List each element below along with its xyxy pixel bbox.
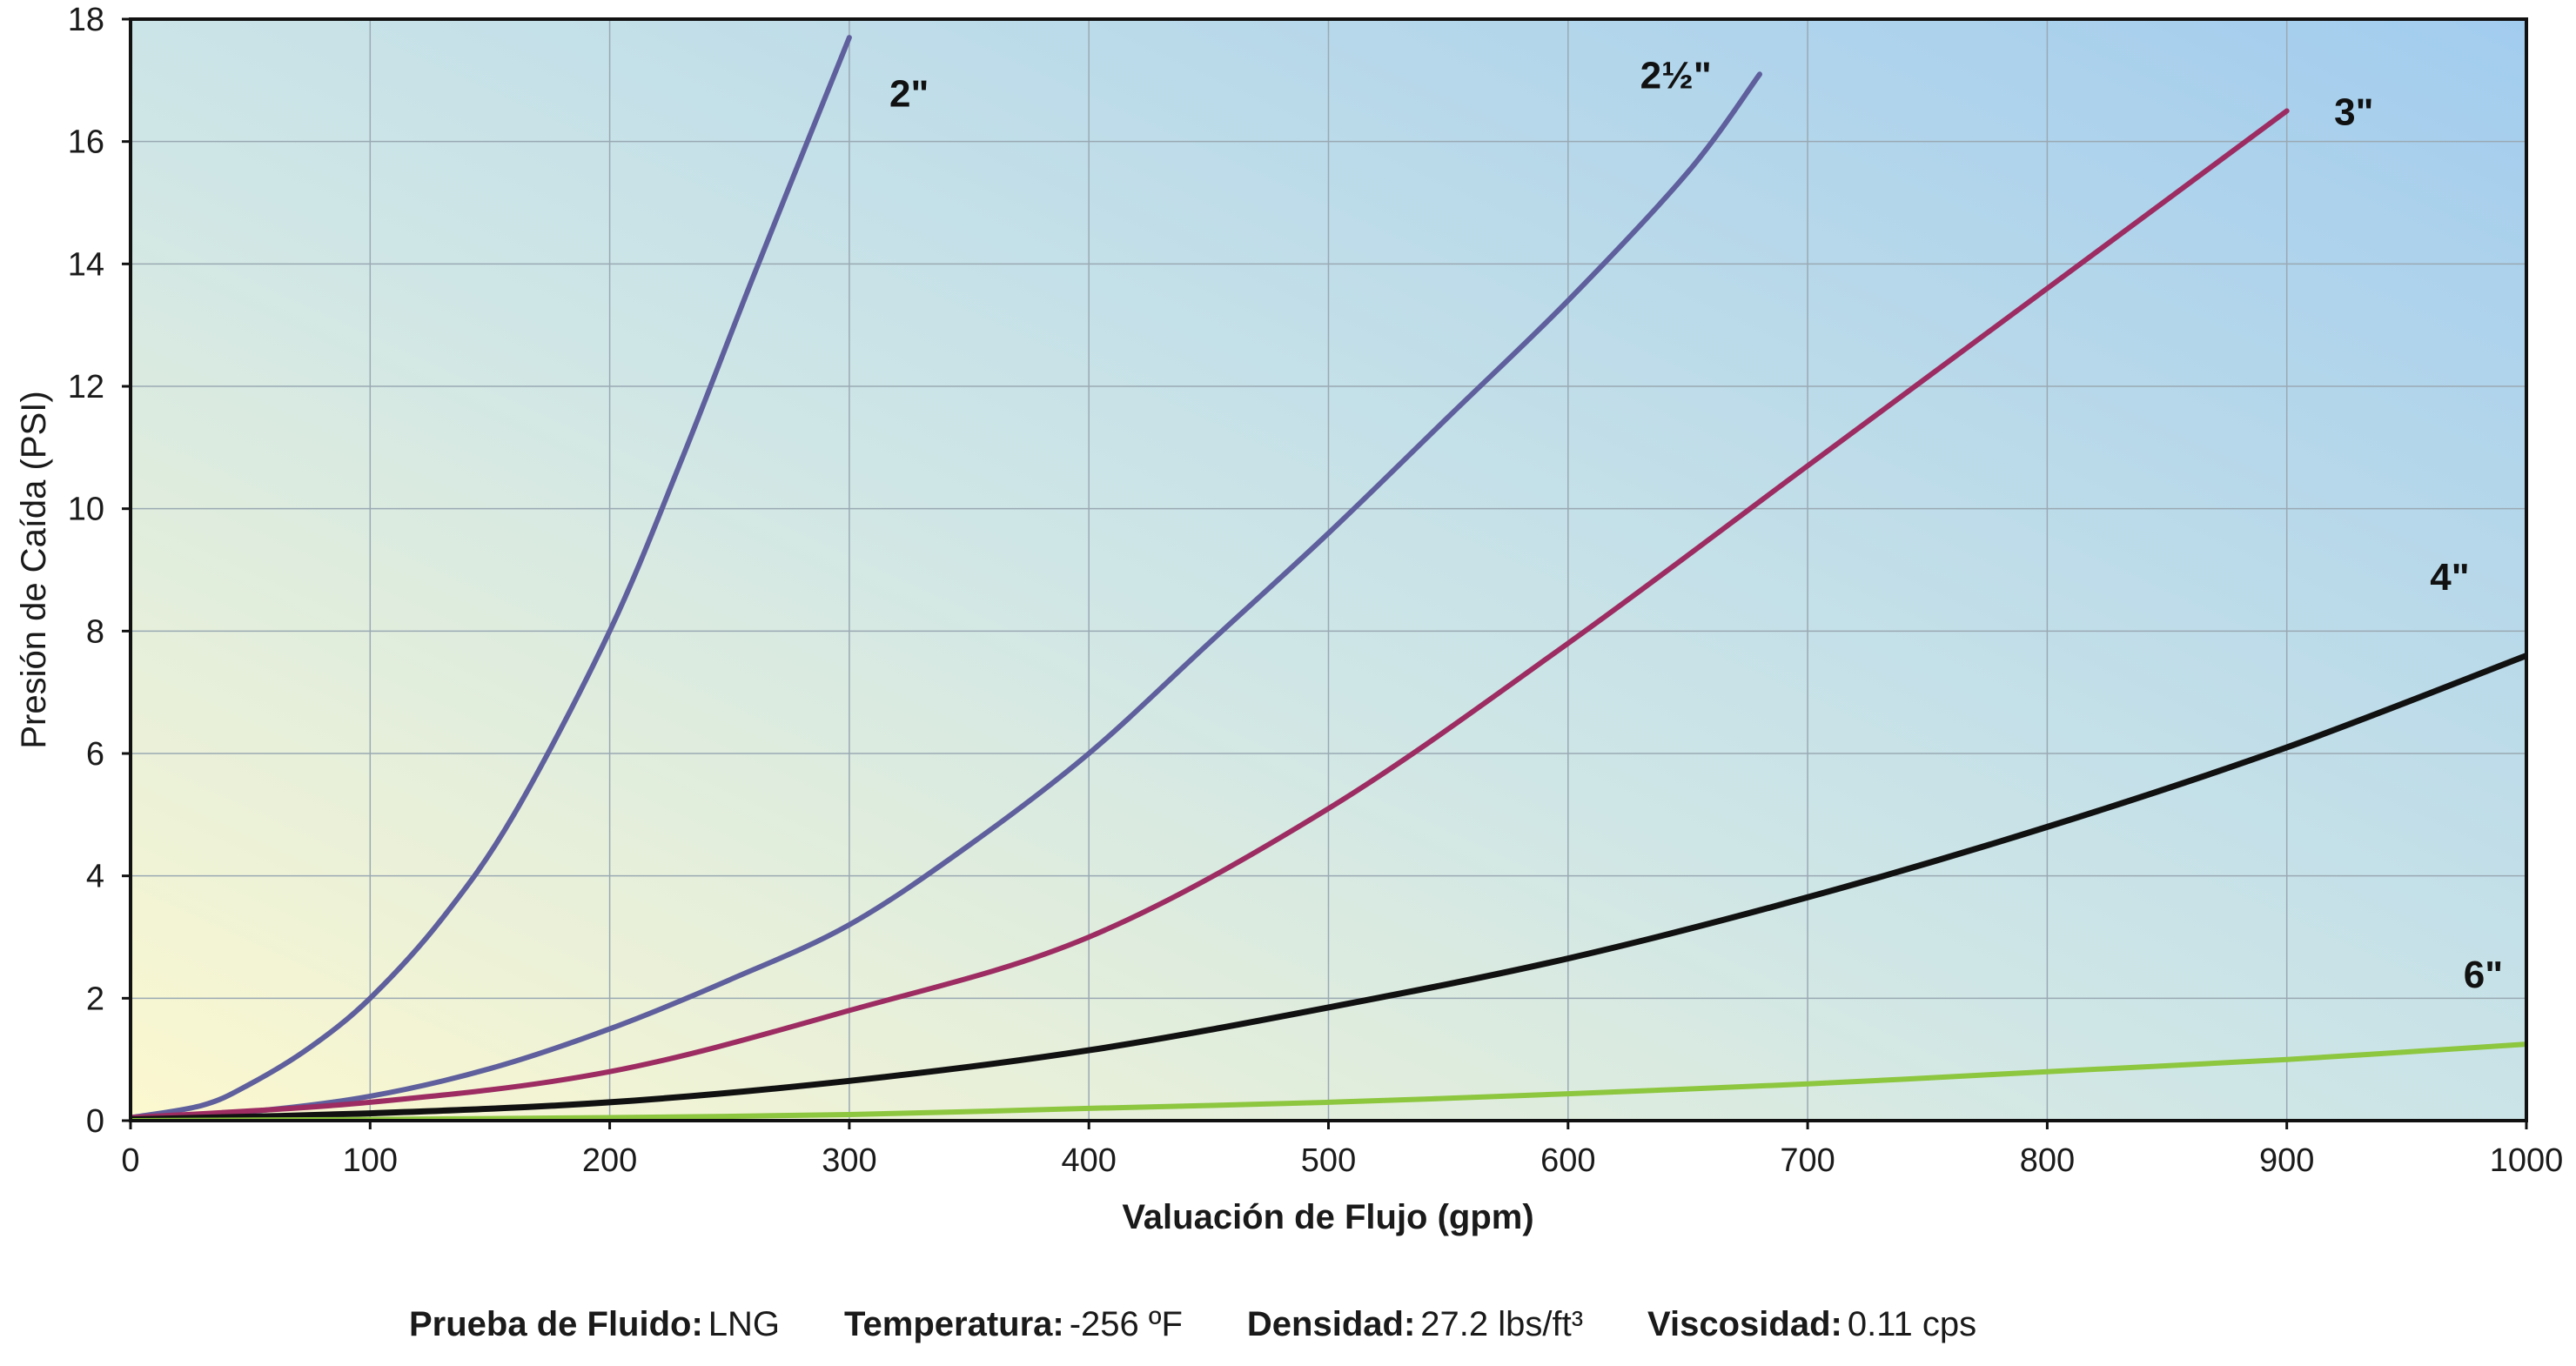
axis-ticks: 0 100 200 300 400 500 600 700 800 900 1000 0 2 4 6 8 10 1… bbox=[68, 2, 2564, 1179]
x-tick-label: 1000 bbox=[2490, 1142, 2564, 1179]
x-tick-label: 500 bbox=[1301, 1142, 1356, 1179]
fluid-label: Prueba de Fluido: bbox=[409, 1305, 703, 1343]
test-conditions: Prueba de Fluido: LNG Temperatura: -256 ºF… bbox=[409, 1305, 2041, 1357]
x-tick-label: 100 bbox=[343, 1142, 398, 1179]
viscosity-label: Viscosidad: bbox=[1647, 1305, 1842, 1343]
viscosity-value: 0.11 cps bbox=[1847, 1305, 1977, 1343]
pressure-drop-chart: 0 100 200 300 400 500 600 700 800 900 1000 0 2 4 6 8 10 1… bbox=[15, 2, 2564, 1236]
series-line bbox=[131, 108, 2290, 1121]
y-tick-label: 8 bbox=[86, 613, 104, 650]
density-value: 27.2 lbs/ft³ bbox=[1420, 1305, 1584, 1343]
y-tick-label: 10 bbox=[68, 492, 104, 528]
y-tick-label: 18 bbox=[68, 2, 104, 38]
grid-lines bbox=[131, 19, 2526, 1121]
x-tick-label: 800 bbox=[2020, 1142, 2075, 1179]
y-axis-title: Presión de Caída (PSI) bbox=[15, 391, 53, 748]
series-label: 4" bbox=[2430, 556, 2469, 599]
x-tick-label: 700 bbox=[1780, 1142, 1835, 1179]
temperature-value: -256 ºF bbox=[1069, 1305, 1183, 1343]
series-label: 2½" bbox=[1640, 54, 1712, 97]
y-tick-label: 6 bbox=[86, 736, 104, 773]
series-line bbox=[131, 653, 2526, 1121]
y-tick-label: 2 bbox=[86, 981, 104, 1017]
y-tick-label: 16 bbox=[68, 124, 104, 161]
density-label: Densidad: bbox=[1246, 1305, 1416, 1343]
x-tick-label: 300 bbox=[822, 1142, 876, 1179]
x-tick-label: 0 bbox=[121, 1142, 139, 1179]
series-line bbox=[131, 1041, 2526, 1121]
fluid-value: LNG bbox=[708, 1305, 781, 1343]
series-lines bbox=[131, 35, 2526, 1121]
y-tick-label: 0 bbox=[86, 1103, 104, 1140]
fluid-info: Prueba de Fluido: LNG bbox=[409, 1305, 780, 1344]
x-tick-label: 600 bbox=[1540, 1142, 1595, 1179]
x-tick-label: 200 bbox=[582, 1142, 637, 1179]
series-line bbox=[131, 35, 852, 1121]
temperature-info: Temperatura: -256 ºF bbox=[844, 1305, 1183, 1344]
density-info: Densidad: 27.2 lbs/ft³ bbox=[1247, 1305, 1583, 1344]
y-tick-label: 12 bbox=[68, 369, 104, 405]
series-label: 3" bbox=[2334, 91, 2373, 134]
series-label: 2" bbox=[889, 72, 929, 115]
x-tick-label: 400 bbox=[1061, 1142, 1116, 1179]
series-labels: 2" 2½" 3" 4" 6" bbox=[889, 54, 2503, 996]
y-tick-label: 4 bbox=[86, 859, 104, 895]
y-tick-label: 14 bbox=[68, 246, 104, 283]
viscosity-info: Viscosidad: 0.11 cps bbox=[1647, 1305, 1976, 1344]
temperature-label: Temperatura: bbox=[844, 1305, 1064, 1343]
series-label: 6" bbox=[2464, 954, 2503, 996]
x-tick-label: 900 bbox=[2259, 1142, 2314, 1179]
x-axis-title: Valuación de Flujo (gpm) bbox=[1122, 1198, 1533, 1236]
series-line bbox=[131, 71, 1762, 1121]
